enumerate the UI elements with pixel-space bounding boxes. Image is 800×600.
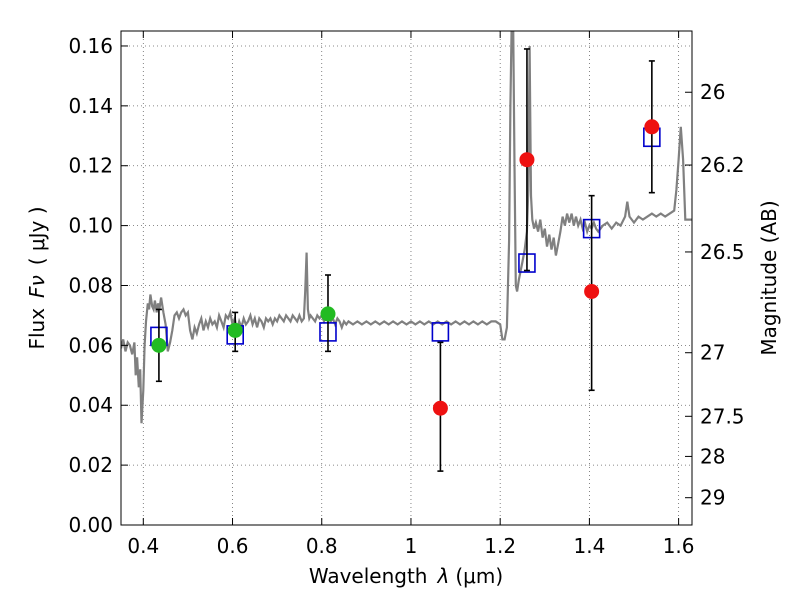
y-tick-label: 0.14 [68,94,113,118]
y-tick-label: 0.08 [68,273,113,297]
y-axis-label-text: Flux [25,308,49,350]
x-tick-label: 0.8 [306,534,338,558]
mag-tick-label: 29 [700,486,725,510]
x-tick-label: 0.6 [217,534,249,558]
mag-tick-label: 26.5 [700,240,745,264]
model-square [431,322,450,342]
plot-frame [120,30,693,526]
mag-tick-label: 27.5 [700,404,745,428]
y2-axis-label: Magnitude (AB) [757,200,781,355]
red-data-point [432,400,448,416]
x-tick-label: 1.6 [663,534,695,558]
x-tick-label: 1.4 [573,534,605,558]
x-tick-label: 1 [405,534,418,558]
x-tick-label: 1.2 [484,534,516,558]
spectrum-line [121,31,692,424]
green-data-point [320,306,336,322]
y-axis-label-symbol: Fν [25,275,49,298]
x-axis-label: Wavelength λ (μm) [309,564,503,588]
red-data-point [644,119,660,135]
y-tick-label: 0.00 [68,513,113,537]
red-data-point [519,152,535,168]
y-tick-label: 0.16 [68,34,113,58]
y-tick-label: 0.12 [68,154,113,178]
x-axis-label-unit: (μm) [455,564,503,588]
mag-tick-label: 26.2 [700,153,745,177]
x-tick-label: 0.4 [127,534,159,558]
x-axis-label-symbol: λ [437,564,450,588]
y-tick-label: 0.02 [68,453,113,477]
y-axis-label-unit: ( μJy ) [25,206,49,265]
mag-tick-label: 28 [700,444,725,468]
tick-layer: 0.4 0.6 0.8 1 1.2 1.4 1.6 0.00 0.02 0.04 0.06 0.08 0… [68,31,745,558]
red-data-point [584,283,600,299]
spectrum-layer [121,31,692,424]
x-axis-label-text: Wavelength [309,564,428,588]
marker-layer [150,48,661,472]
mag-tick-label: 26 [700,80,725,104]
y-tick-label: 0.04 [68,393,113,417]
green-data-point [227,322,243,338]
y-axis-label: Flux Fν ( μJy ) [25,206,49,349]
grid-layer [121,31,692,526]
mag-tick-label: 27 [700,341,725,365]
green-data-point [151,337,167,353]
y-tick-label: 0.06 [68,333,113,357]
y-tick-label: 0.10 [68,214,113,238]
